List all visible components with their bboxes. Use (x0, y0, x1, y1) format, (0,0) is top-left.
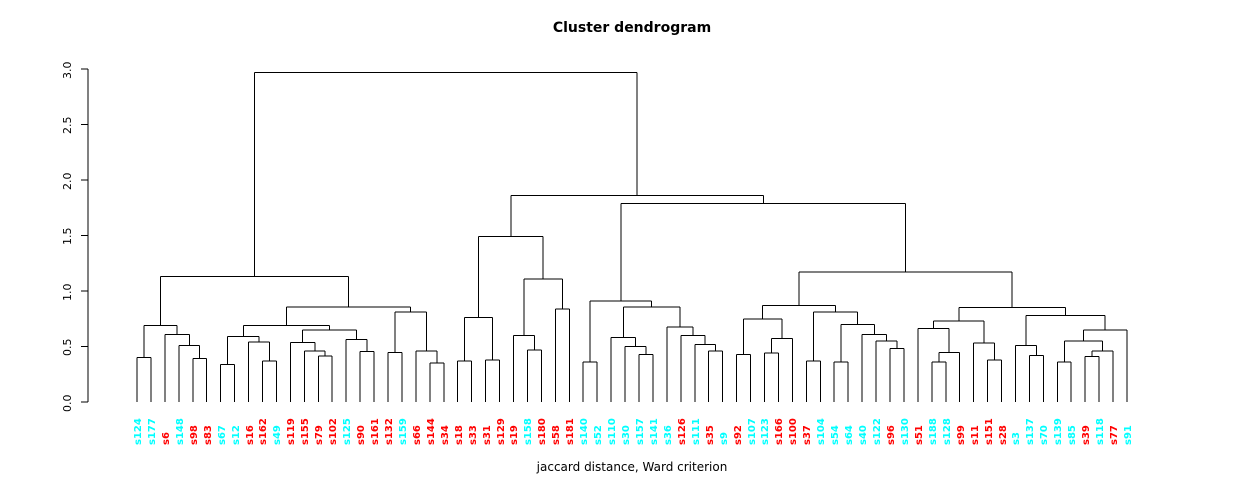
leaf-label: s126 (676, 418, 688, 445)
leaf-label: s12 (230, 425, 242, 445)
leaf-label: s137 (1025, 418, 1037, 445)
leaf-label: s118 (1095, 418, 1107, 445)
leaf-label: s33 (467, 425, 479, 445)
leaf-label: s16 (244, 425, 256, 445)
leaf-label: s83 (202, 425, 214, 445)
leaf-label: s3 (1011, 432, 1023, 445)
leaf-label: s125 (342, 418, 354, 445)
leaf-label: s37 (802, 425, 814, 445)
leaf-label: s110 (607, 418, 619, 445)
leaf-label: s64 (844, 425, 856, 445)
leaf-label: s151 (983, 418, 995, 445)
y-tick-label: 2.0 (61, 172, 74, 190)
leaf-label: s11 (969, 425, 981, 445)
leaf-label: s130 (899, 418, 911, 445)
leaf-label: s40 (858, 425, 870, 445)
leaf-label: s128 (941, 418, 953, 445)
leaf-label: s18 (453, 425, 465, 445)
leaf-label: s66 (411, 425, 423, 445)
leaf-label: s99 (955, 425, 967, 445)
leaf-label: s119 (286, 418, 298, 445)
leaf-label: s28 (997, 425, 1009, 445)
leaf-label: s98 (188, 425, 200, 445)
leaf-label: s102 (328, 418, 340, 445)
leaf-label: s96 (885, 425, 897, 445)
y-tick-label: 3.0 (61, 61, 74, 79)
leaf-label: s129 (495, 418, 507, 445)
leaf-label: s177 (146, 418, 158, 445)
leaf-label: s19 (509, 425, 521, 445)
leaf-label: s139 (1053, 418, 1065, 445)
leaf-label: s92 (732, 425, 744, 445)
leaf-label: s67 (216, 425, 228, 445)
leaf-label: s166 (774, 418, 786, 445)
leaf-label: s180 (537, 418, 549, 445)
leaf-label: s100 (788, 418, 800, 445)
y-tick-label: 1.5 (61, 227, 74, 246)
leaf-label: s107 (746, 418, 758, 445)
leaf-label: s122 (872, 418, 884, 445)
leaf-label: s141 (648, 418, 660, 445)
leaf-label: s70 (1039, 425, 1051, 445)
leaf-label: s39 (1081, 425, 1093, 445)
leaf-label: s132 (383, 418, 395, 445)
leaf-label: s51 (913, 425, 925, 445)
leaf-label: s36 (662, 425, 674, 445)
y-tick-label: 1.0 (61, 283, 74, 301)
leaf-label: s188 (927, 418, 939, 445)
y-tick-label: 0.5 (61, 338, 74, 357)
leaf-label: s9 (718, 432, 730, 445)
leaf-label: s161 (370, 418, 382, 445)
leaf-label: s85 (1067, 425, 1079, 445)
leaf-label: s123 (760, 418, 772, 445)
leaf-label: s159 (397, 418, 409, 445)
leaf-label: s90 (356, 425, 368, 445)
leaf-label: s35 (704, 425, 716, 445)
leaf-label: s54 (830, 425, 842, 445)
leaf-label: s162 (258, 418, 270, 445)
leaf-label: s91 (1123, 425, 1135, 445)
leaf-label: s144 (425, 418, 437, 445)
leaf-label: s104 (816, 418, 828, 445)
leaf-label: s34 (439, 425, 451, 445)
leaf-label: s157 (634, 418, 646, 445)
leaf-label: s124 (133, 418, 144, 445)
leaf-label: s140 (579, 418, 591, 445)
leaf-label: s58 (551, 425, 563, 445)
leaf-label: s6 (160, 432, 172, 445)
leaf-label: s77 (1109, 425, 1121, 445)
y-tick-label: 0.0 (61, 394, 74, 412)
leaf-label: s111 (690, 418, 702, 445)
leaf-label: s52 (593, 425, 605, 445)
leaf-label: s155 (300, 418, 312, 445)
chart-title: Cluster dendrogram (552, 20, 712, 36)
leaf-label: s49 (272, 425, 284, 445)
leaf-label: s181 (565, 418, 577, 445)
y-tick-label: 2.5 (61, 116, 74, 135)
leaf-label: s148 (174, 418, 186, 445)
x-axis-label: jaccard distance, Ward criterion (536, 460, 728, 474)
leaf-label: s31 (481, 425, 493, 445)
leaf-label: s158 (523, 418, 535, 445)
leaf-label: s79 (314, 425, 326, 445)
leaf-label: s30 (621, 425, 633, 445)
